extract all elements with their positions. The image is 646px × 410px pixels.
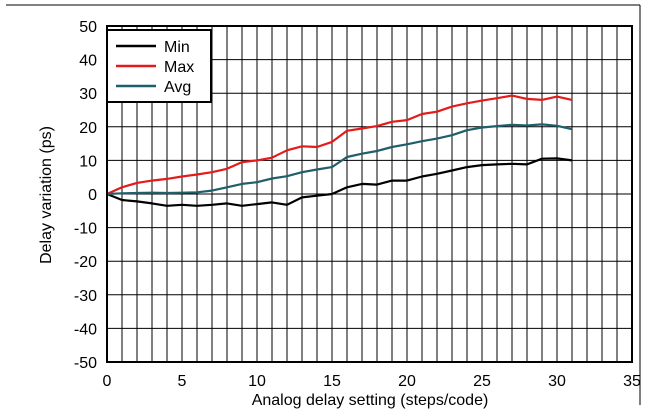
x-tick-label: 20 xyxy=(398,373,416,390)
x-tick-label: 15 xyxy=(323,373,341,390)
x-tick-label: 30 xyxy=(548,373,566,390)
y-tick-label: 30 xyxy=(79,86,97,103)
y-tick-label: 50 xyxy=(79,19,97,36)
y-tick-label: 20 xyxy=(79,120,97,137)
y-tick-label: 10 xyxy=(79,153,97,170)
y-tick-label: -20 xyxy=(74,254,97,271)
x-tick-label: 25 xyxy=(473,373,491,390)
legend-label-max: Max xyxy=(164,59,194,76)
y-axis-label: Delay variation (ps) xyxy=(38,126,55,264)
y-tick-label: 0 xyxy=(88,187,97,204)
series-line-avg xyxy=(106,123,573,196)
plot-area-border xyxy=(106,25,633,363)
y-tick-label: -40 xyxy=(74,321,97,338)
y-tick-label: -50 xyxy=(74,355,97,372)
x-tick-label: 0 xyxy=(103,373,112,390)
x-tick-label: 5 xyxy=(178,373,187,390)
legend-label-avg: Avg xyxy=(164,79,191,96)
series-line-max xyxy=(106,94,573,196)
legend-label-min: Min xyxy=(164,39,190,56)
y-tick-labels: 50 40 30 20 10 0 -10 -20 -30 -40 -50 xyxy=(74,19,97,372)
x-tick-labels: 0 5 10 15 20 25 30 35 xyxy=(103,373,641,390)
x-tick-label: 35 xyxy=(623,373,641,390)
y-tick-label: 40 xyxy=(79,53,97,70)
x-tick-label: 10 xyxy=(248,373,266,390)
plot-frame xyxy=(6,4,641,405)
series-line-min xyxy=(106,157,573,207)
y-tick-label: -10 xyxy=(74,221,97,238)
legend-entries: Min Max Avg xyxy=(116,39,194,96)
y-tick-label: -30 xyxy=(74,288,97,305)
series-lines xyxy=(106,94,573,207)
legend: Min Max Avg xyxy=(106,29,212,103)
x-axis-label: Analog delay setting (steps/code) xyxy=(252,392,489,409)
